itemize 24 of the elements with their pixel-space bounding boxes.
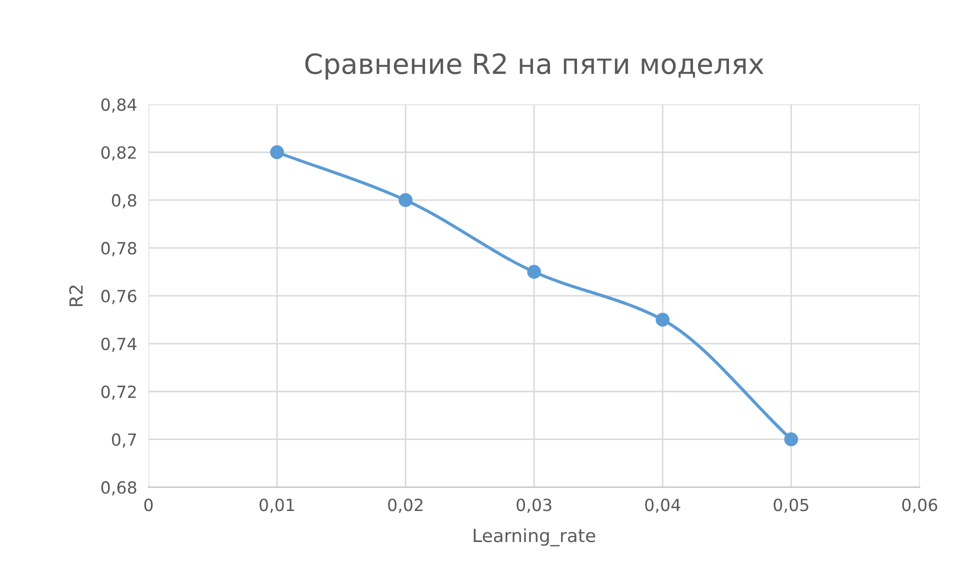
- y-tick-label: 0,7: [112, 433, 136, 448]
- chart-title: Сравнение R2 на пяти моделях: [305, 53, 764, 80]
- y-tick-label: 0,8: [112, 194, 136, 208]
- y-tick-label: 0,76: [101, 290, 136, 304]
- y-tick-label: 0,78: [101, 242, 136, 256]
- point: [784, 432, 798, 446]
- x-tick-label: 0,01: [260, 498, 294, 513]
- y-tick-label: 0,84: [101, 98, 136, 113]
- y-tick-label: 0,74: [101, 338, 136, 352]
- point: [398, 193, 412, 208]
- point: [527, 264, 542, 279]
- y-tick-label: 0,82: [101, 146, 136, 161]
- x-tick-label: 0,05: [774, 498, 808, 513]
- x-tick-label: 0,06: [902, 498, 938, 513]
- y-tick-label: 0,72: [101, 385, 136, 400]
- point: [270, 145, 284, 160]
- y-tick-label: 0,68: [101, 481, 136, 496]
- x-tick-label: 0: [144, 498, 153, 512]
- x-tick-label: 0,03: [516, 498, 552, 513]
- x-axis-title: Learning_rate: [474, 528, 596, 546]
- point: [656, 312, 670, 327]
- x-tick-label: 0,04: [645, 498, 680, 513]
- x-tick-label: 0,02: [388, 498, 422, 513]
- y-axis-title: R2: [69, 286, 83, 306]
